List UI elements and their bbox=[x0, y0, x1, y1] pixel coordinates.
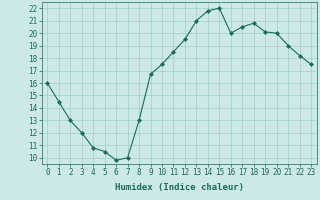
X-axis label: Humidex (Indice chaleur): Humidex (Indice chaleur) bbox=[115, 183, 244, 192]
